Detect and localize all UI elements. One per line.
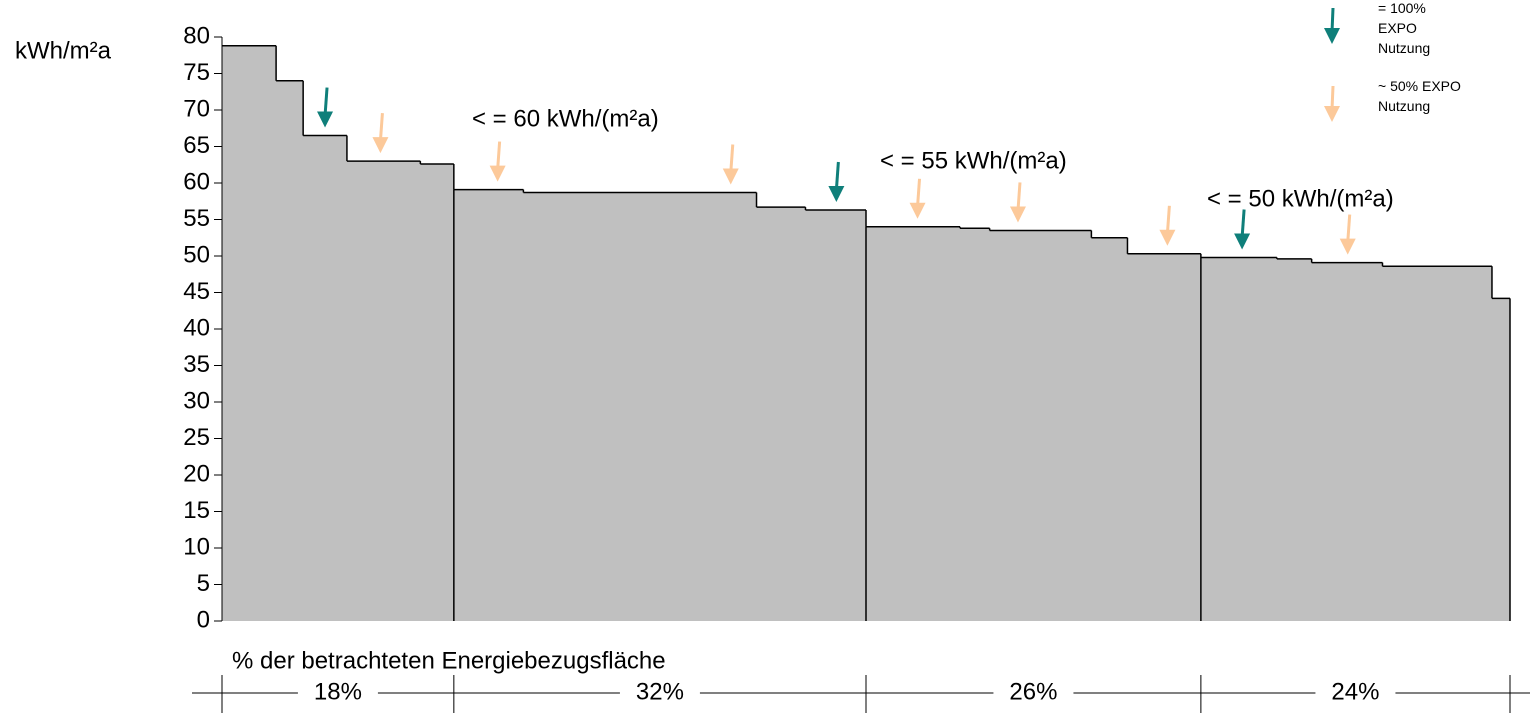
y-tick-label: 60 (183, 168, 210, 195)
y-tick-label: 55 (183, 205, 210, 232)
y-tick-label: 50 (183, 241, 210, 268)
step-bar (346, 161, 421, 621)
arrow-head (1009, 206, 1026, 223)
segment-label: 24% (1331, 678, 1379, 705)
y-tick-label: 35 (183, 351, 210, 378)
arrow-shaft (1346, 214, 1352, 243)
arrow-head (372, 137, 389, 154)
step-bar (866, 226, 961, 622)
y-tick-label: 70 (183, 95, 210, 122)
arrow-marker (372, 112, 389, 154)
arrow-shaft (323, 87, 329, 116)
y-tick-label: 30 (183, 387, 210, 414)
y-tick-label: 10 (183, 533, 210, 560)
y-tick-label: 5 (197, 570, 210, 597)
step-bar (1091, 237, 1128, 621)
y-tick-label: 80 (183, 22, 210, 49)
arrow-shaft (1240, 209, 1246, 238)
segment-label: 18% (314, 678, 362, 705)
step-bar (1276, 258, 1313, 621)
step-bar (222, 45, 277, 621)
annotation: < = 55 kWh/(m²a) (880, 147, 1067, 174)
arrow-shaft (378, 112, 384, 142)
x-axis-label: % der betrachteten Energiebezugsfläche (232, 647, 666, 674)
y-tick-label: 20 (183, 460, 210, 487)
arrow-head (1234, 233, 1251, 250)
y-tick-label: 0 (197, 606, 210, 633)
arrow-marker (317, 87, 334, 128)
step-bar (1200, 257, 1278, 621)
legend-icon (1324, 86, 1340, 122)
arrow-head (722, 168, 739, 185)
arrow-marker (489, 141, 506, 182)
legend-label: ~ 50% EXPO Nutzung (1378, 78, 1461, 114)
arrow-marker (1159, 205, 1176, 246)
y-tick-label: 65 (183, 132, 210, 159)
y-tick-label: 45 (183, 278, 210, 305)
annotation: < = 60 kWh/(m²a) (472, 105, 659, 132)
arrow-marker (1339, 214, 1356, 255)
arrow-head (1159, 229, 1176, 246)
arrow-marker (1009, 182, 1026, 223)
y-axis-label: kWh/m²a (15, 37, 112, 64)
step-bar (756, 207, 806, 621)
step-bar (523, 192, 758, 622)
step-bar (1311, 262, 1383, 621)
segment-label-bg (619, 679, 700, 707)
legend-head (1324, 28, 1340, 44)
segment-label: 32% (636, 678, 684, 705)
arrow-head (828, 186, 845, 203)
y-tick-label: 75 (183, 59, 210, 86)
segment-label-bg (297, 679, 378, 707)
arrow-marker (828, 161, 845, 203)
arrow-marker (722, 144, 739, 185)
step-bar (1127, 253, 1202, 621)
arrow-shaft (1165, 205, 1171, 234)
arrow-head (1339, 238, 1356, 255)
arrow-shaft (916, 178, 922, 207)
legend-label: = 100% EXPO Nutzung (1378, 0, 1431, 56)
step-bar (1491, 298, 1511, 621)
y-tick-label: 15 (183, 497, 210, 524)
arrow-head (317, 111, 334, 128)
segment-label-bg (1315, 679, 1396, 707)
legend-icon (1324, 8, 1340, 44)
annotation: < = 50 kWh/(m²a) (1207, 185, 1394, 212)
arrow-marker (909, 178, 926, 219)
segment-label: 26% (1009, 678, 1057, 705)
arrow-shaft (729, 144, 735, 173)
y-tick-label: 25 (183, 424, 210, 451)
arrow-shaft (496, 141, 502, 170)
arrow-head (489, 165, 506, 182)
step-bar (303, 135, 348, 622)
arrow-head (909, 202, 926, 219)
arrow-shaft (834, 161, 840, 191)
step-bar (1382, 266, 1493, 621)
step-bar (420, 164, 455, 621)
step-bar (960, 228, 991, 621)
legend-head (1324, 106, 1340, 122)
step-bar (453, 189, 524, 621)
segment-label-bg (993, 679, 1074, 707)
step-bar (276, 80, 304, 622)
step-bar (989, 230, 1092, 621)
arrow-marker (1234, 209, 1251, 250)
step-bar (805, 210, 867, 621)
y-tick-label: 40 (183, 314, 210, 341)
arrow-shaft (1016, 182, 1022, 211)
